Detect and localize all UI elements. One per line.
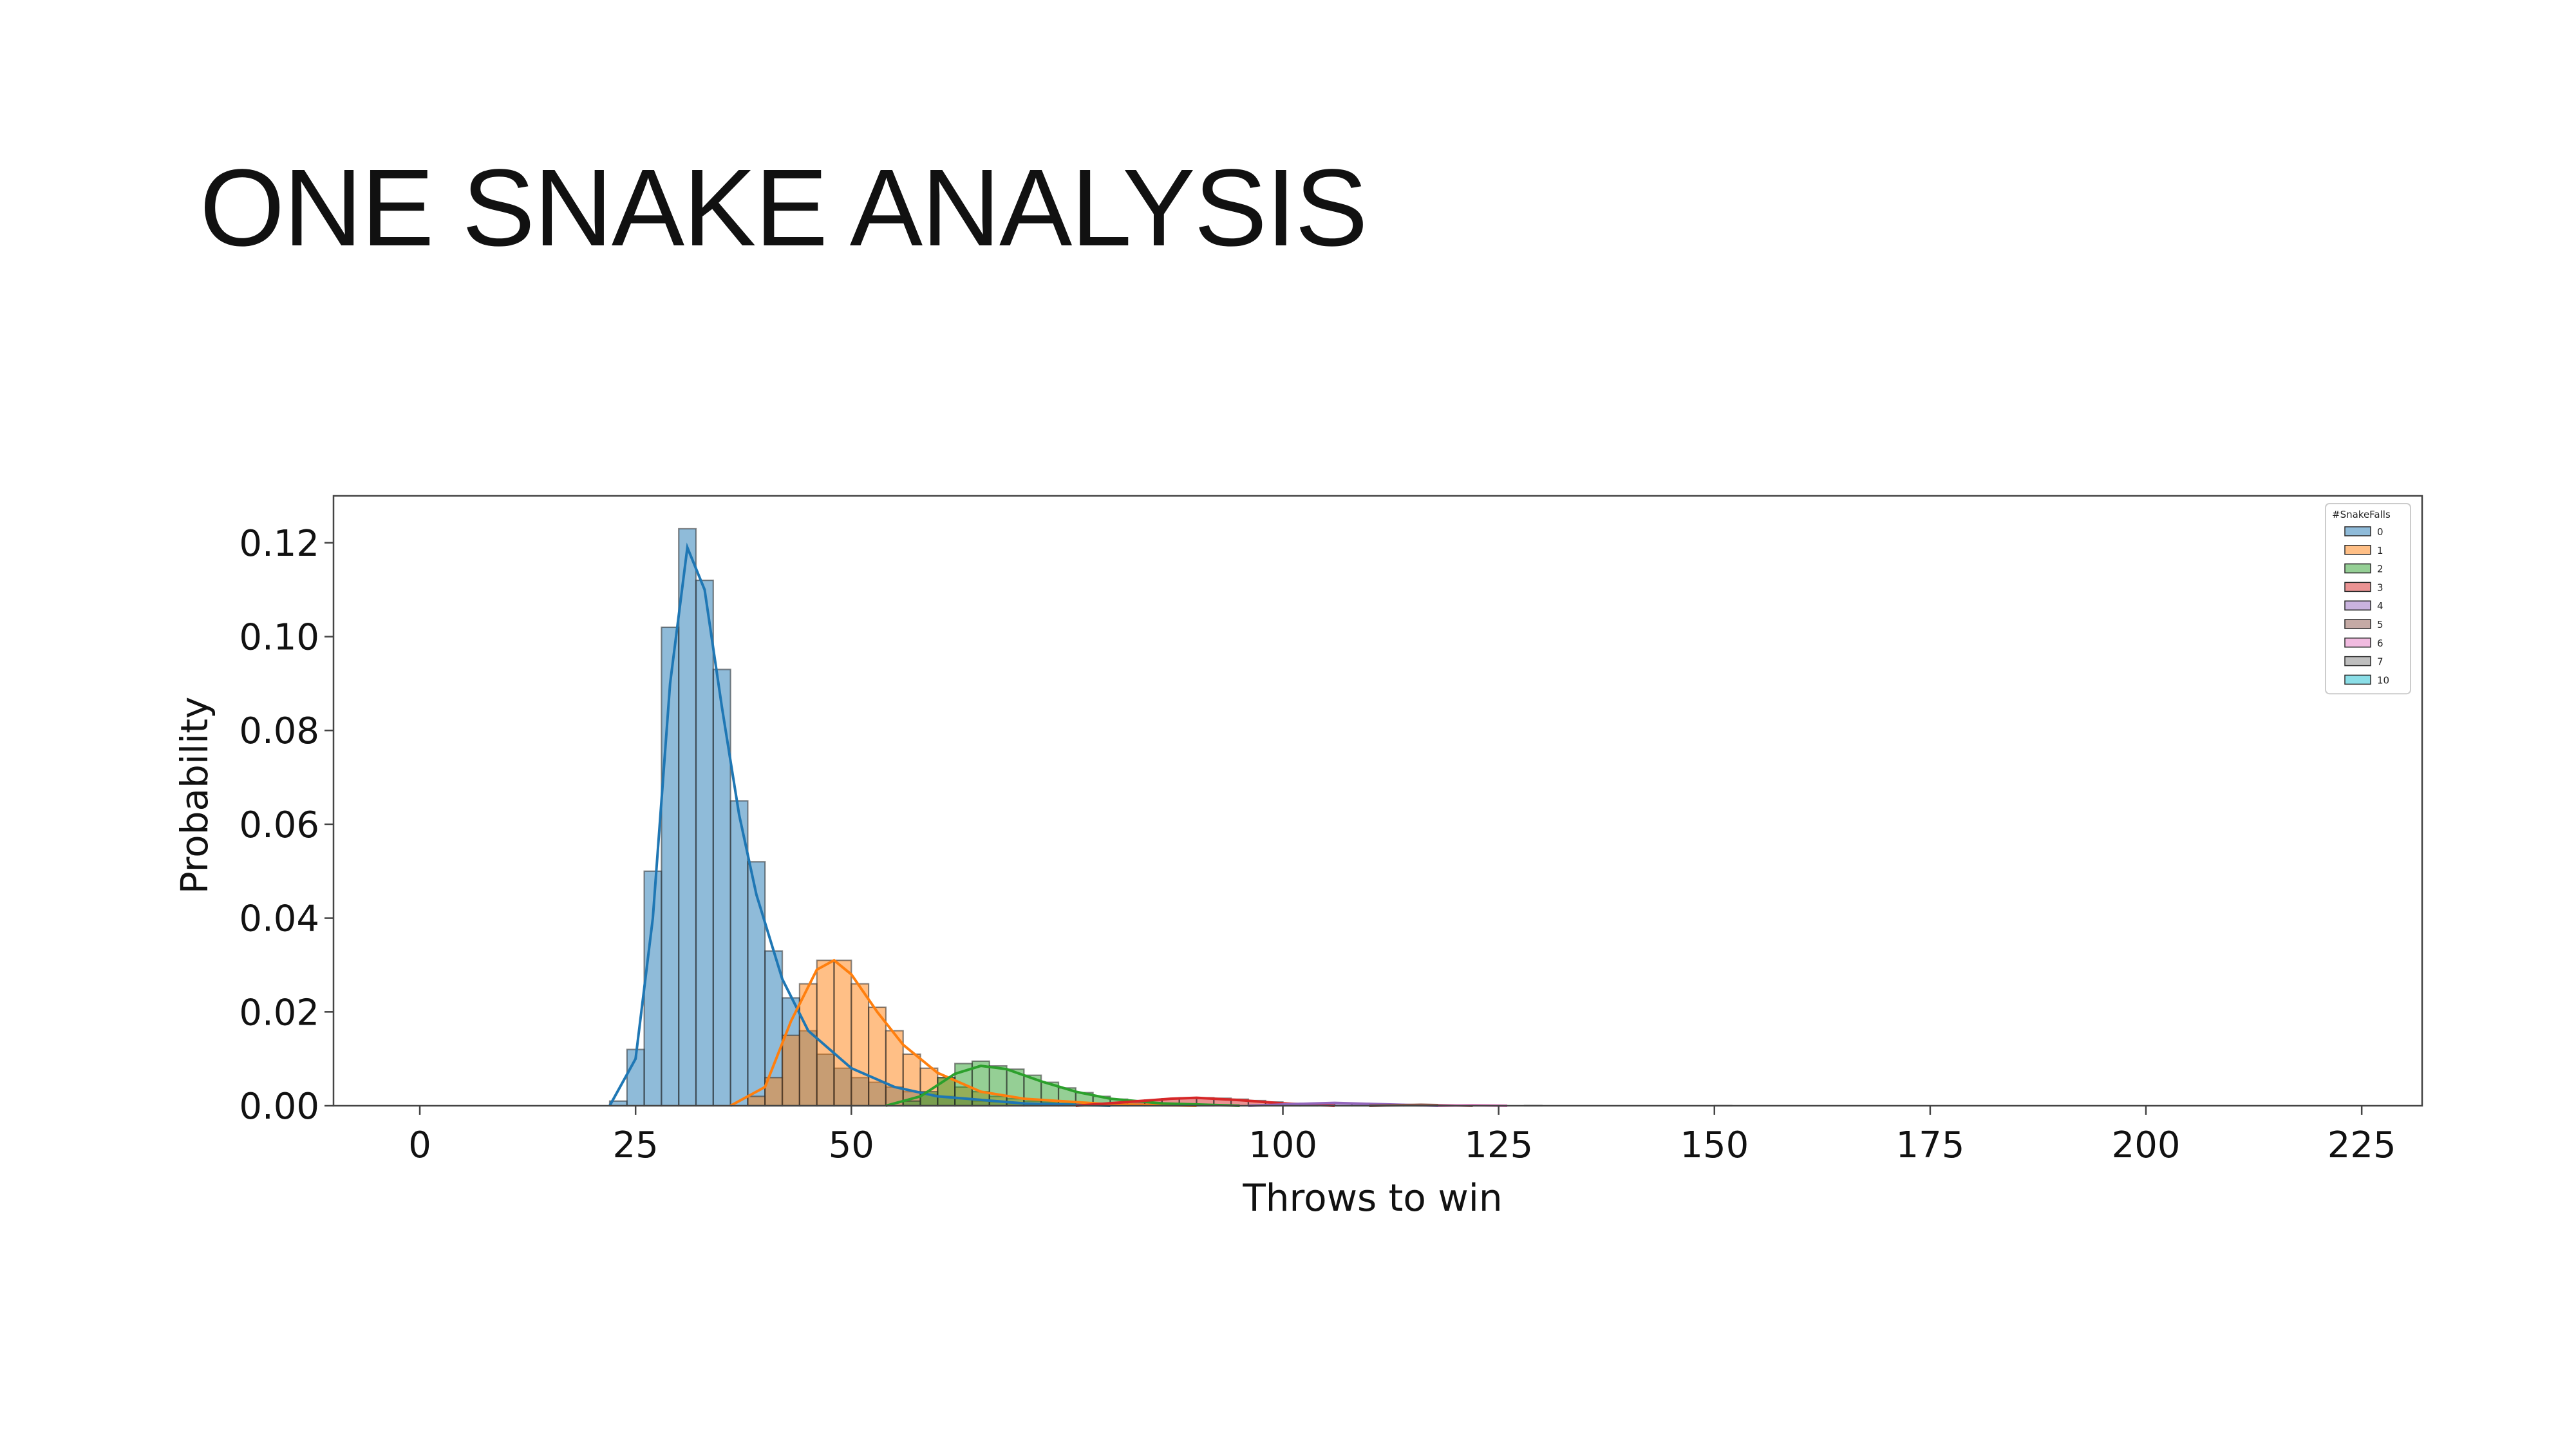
legend-swatch-1 (2344, 545, 2371, 555)
slide-title: ONE SNAKE ANALYSIS (200, 147, 1368, 269)
legend-swatch-2 (2344, 563, 2371, 574)
series-0-bars (608, 527, 1042, 1107)
x-tick-label-3: 100 (1248, 1124, 1317, 1166)
bar-series-1-0 (747, 1095, 766, 1107)
legend-label-2: 2 (2377, 564, 2383, 575)
bar-series-0-4 (678, 527, 697, 1107)
x-tick-label-7: 200 (2112, 1124, 2181, 1166)
legend-swatch-5 (2344, 619, 2371, 629)
legend-swatch-10 (2344, 674, 2371, 685)
bar-series-1-2 (781, 1034, 800, 1107)
x-tick-label-8: 225 (2327, 1124, 2396, 1166)
bar-series-2-2 (937, 1077, 956, 1107)
legend-swatch-6 (2344, 638, 2371, 648)
legend-swatch-7 (2344, 656, 2371, 667)
bar-series-0-5 (695, 580, 714, 1107)
x-tick-label-0: 0 (408, 1124, 431, 1166)
x-tick-label-4: 125 (1464, 1124, 1533, 1166)
x-tick-label-6: 175 (1895, 1124, 1964, 1166)
bar-series-1-4 (816, 960, 835, 1107)
y-tick-label-4: 0.08 (239, 710, 319, 752)
legend-label-7: 7 (2377, 656, 2383, 668)
legend-label-4: 4 (2377, 600, 2383, 612)
axes: 0 25 50 100 125 150 175 200 2250.000.020.040.060… (239, 495, 2423, 1166)
plot-frame (332, 495, 2423, 1107)
x-tick-label-5: 150 (1680, 1124, 1749, 1166)
legend-swatch-3 (2344, 582, 2371, 592)
bar-series-1-5 (833, 960, 852, 1107)
kde-line-series-1 (729, 958, 1197, 1107)
x-tick-label-1: 25 (613, 1124, 659, 1166)
x-tick-label-2: 50 (829, 1124, 874, 1166)
bar-series-1-6 (851, 983, 870, 1107)
legend-label-3: 3 (2377, 582, 2383, 593)
y-axis-label: Probability (173, 697, 216, 895)
bar-series-1-7 (868, 1006, 887, 1107)
legend: #SnakeFalls 0 1 2 3 4 5 6 7 10 (2325, 503, 2411, 695)
kde-line-series-0 (608, 542, 1111, 1107)
bar-series-0-8 (747, 861, 766, 1107)
bar-series-0-6 (712, 668, 731, 1107)
y-tick-label-6: 0.12 (239, 523, 319, 565)
y-tick-label-3: 0.06 (239, 804, 319, 846)
y-tick-label-1: 0.02 (239, 992, 319, 1034)
y-tick-label-2: 0.04 (239, 898, 319, 940)
y-tick-label-0: 0.00 (239, 1086, 319, 1128)
legend-label-6: 6 (2377, 638, 2383, 649)
bar-series-1-3 (798, 983, 818, 1107)
legend-swatch-4 (2344, 600, 2371, 611)
legend-label-0: 0 (2377, 526, 2383, 538)
legend-label-5: 5 (2377, 619, 2383, 630)
legend-title: #SnakeFalls (2332, 509, 2391, 520)
y-tick-label-5: 0.10 (239, 617, 319, 659)
plot-area (608, 527, 1733, 1107)
x-axis-label: Throws to win (1242, 1176, 1502, 1220)
legend-label-10: 10 (2377, 674, 2389, 686)
bar-series-1-8 (885, 1030, 904, 1107)
legend-label-1: 1 (2377, 545, 2383, 556)
legend-swatch-0 (2344, 526, 2371, 536)
